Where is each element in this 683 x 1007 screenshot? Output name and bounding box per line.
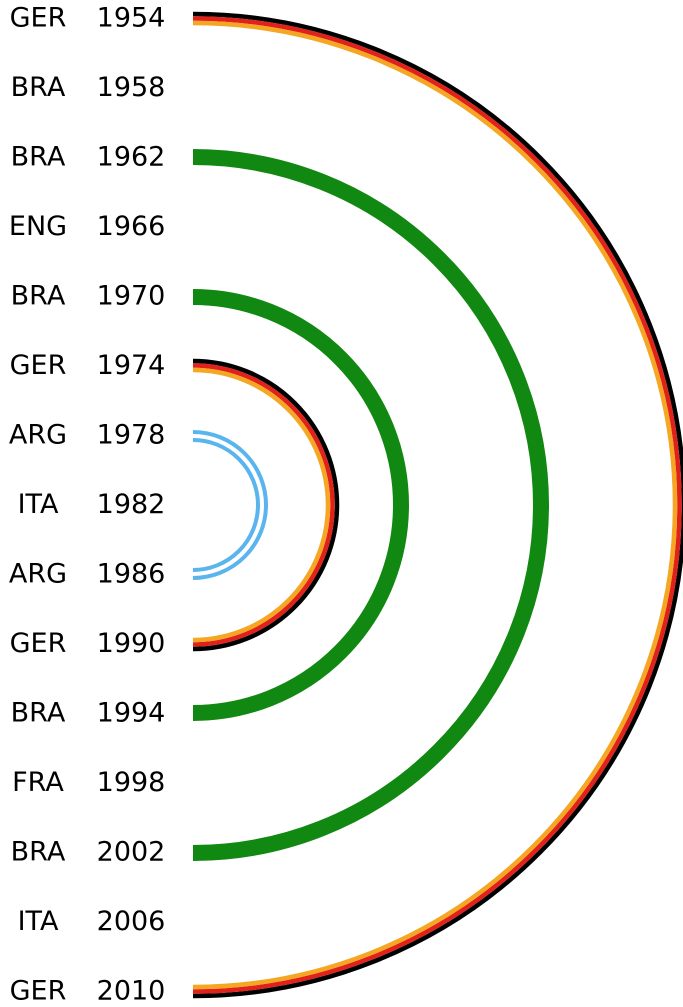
team-label: BRA xyxy=(11,281,66,312)
year-label: 1958 xyxy=(97,72,166,103)
arcs xyxy=(192,11,683,999)
year-label: 1962 xyxy=(97,142,166,173)
team-label: GER xyxy=(10,3,67,34)
arc-argentina xyxy=(192,430,268,580)
team-label: BRA xyxy=(11,837,66,868)
year-label: 1970 xyxy=(97,281,166,312)
team-label: FRA xyxy=(12,767,64,798)
arc-germany xyxy=(192,363,335,647)
team-label: BRA xyxy=(11,142,66,173)
arc-germany xyxy=(192,11,683,999)
year-label: 1994 xyxy=(97,698,166,729)
year-label: 2010 xyxy=(97,976,166,1007)
team-label: BRA xyxy=(11,698,66,729)
arc-germany xyxy=(192,16,682,994)
arc-brazil xyxy=(192,149,549,861)
team-label: GER xyxy=(10,350,67,381)
team-label: ITA xyxy=(18,906,59,937)
year-label: 2006 xyxy=(97,906,166,937)
year-label: 1966 xyxy=(97,211,166,242)
team-label: ITA xyxy=(18,489,59,520)
year-label: 1978 xyxy=(97,420,166,451)
team-label: ARG xyxy=(9,420,67,451)
year-label: 1954 xyxy=(97,3,166,34)
year-label: 1998 xyxy=(97,767,166,798)
arc-germany xyxy=(192,367,331,643)
team-label: ENG xyxy=(9,211,67,242)
team-label: ARG xyxy=(9,559,67,590)
year-label: 1982 xyxy=(97,489,166,520)
year-label: 1990 xyxy=(97,628,166,659)
team-label: BRA xyxy=(11,72,66,103)
arc-germany xyxy=(192,358,340,652)
year-label: 2002 xyxy=(97,837,166,868)
year-label: 1986 xyxy=(97,559,166,590)
team-label: GER xyxy=(10,976,67,1007)
arc-argentina xyxy=(192,438,260,572)
labels: GER 1954 BRA 1958 BRA 1962 ENG 1966 BRA 1970 GER 19… xyxy=(9,3,165,1007)
year-label: 1974 xyxy=(97,350,166,381)
arc-germany xyxy=(192,20,678,990)
arc-brazil xyxy=(192,289,409,721)
team-label: GER xyxy=(10,628,67,659)
